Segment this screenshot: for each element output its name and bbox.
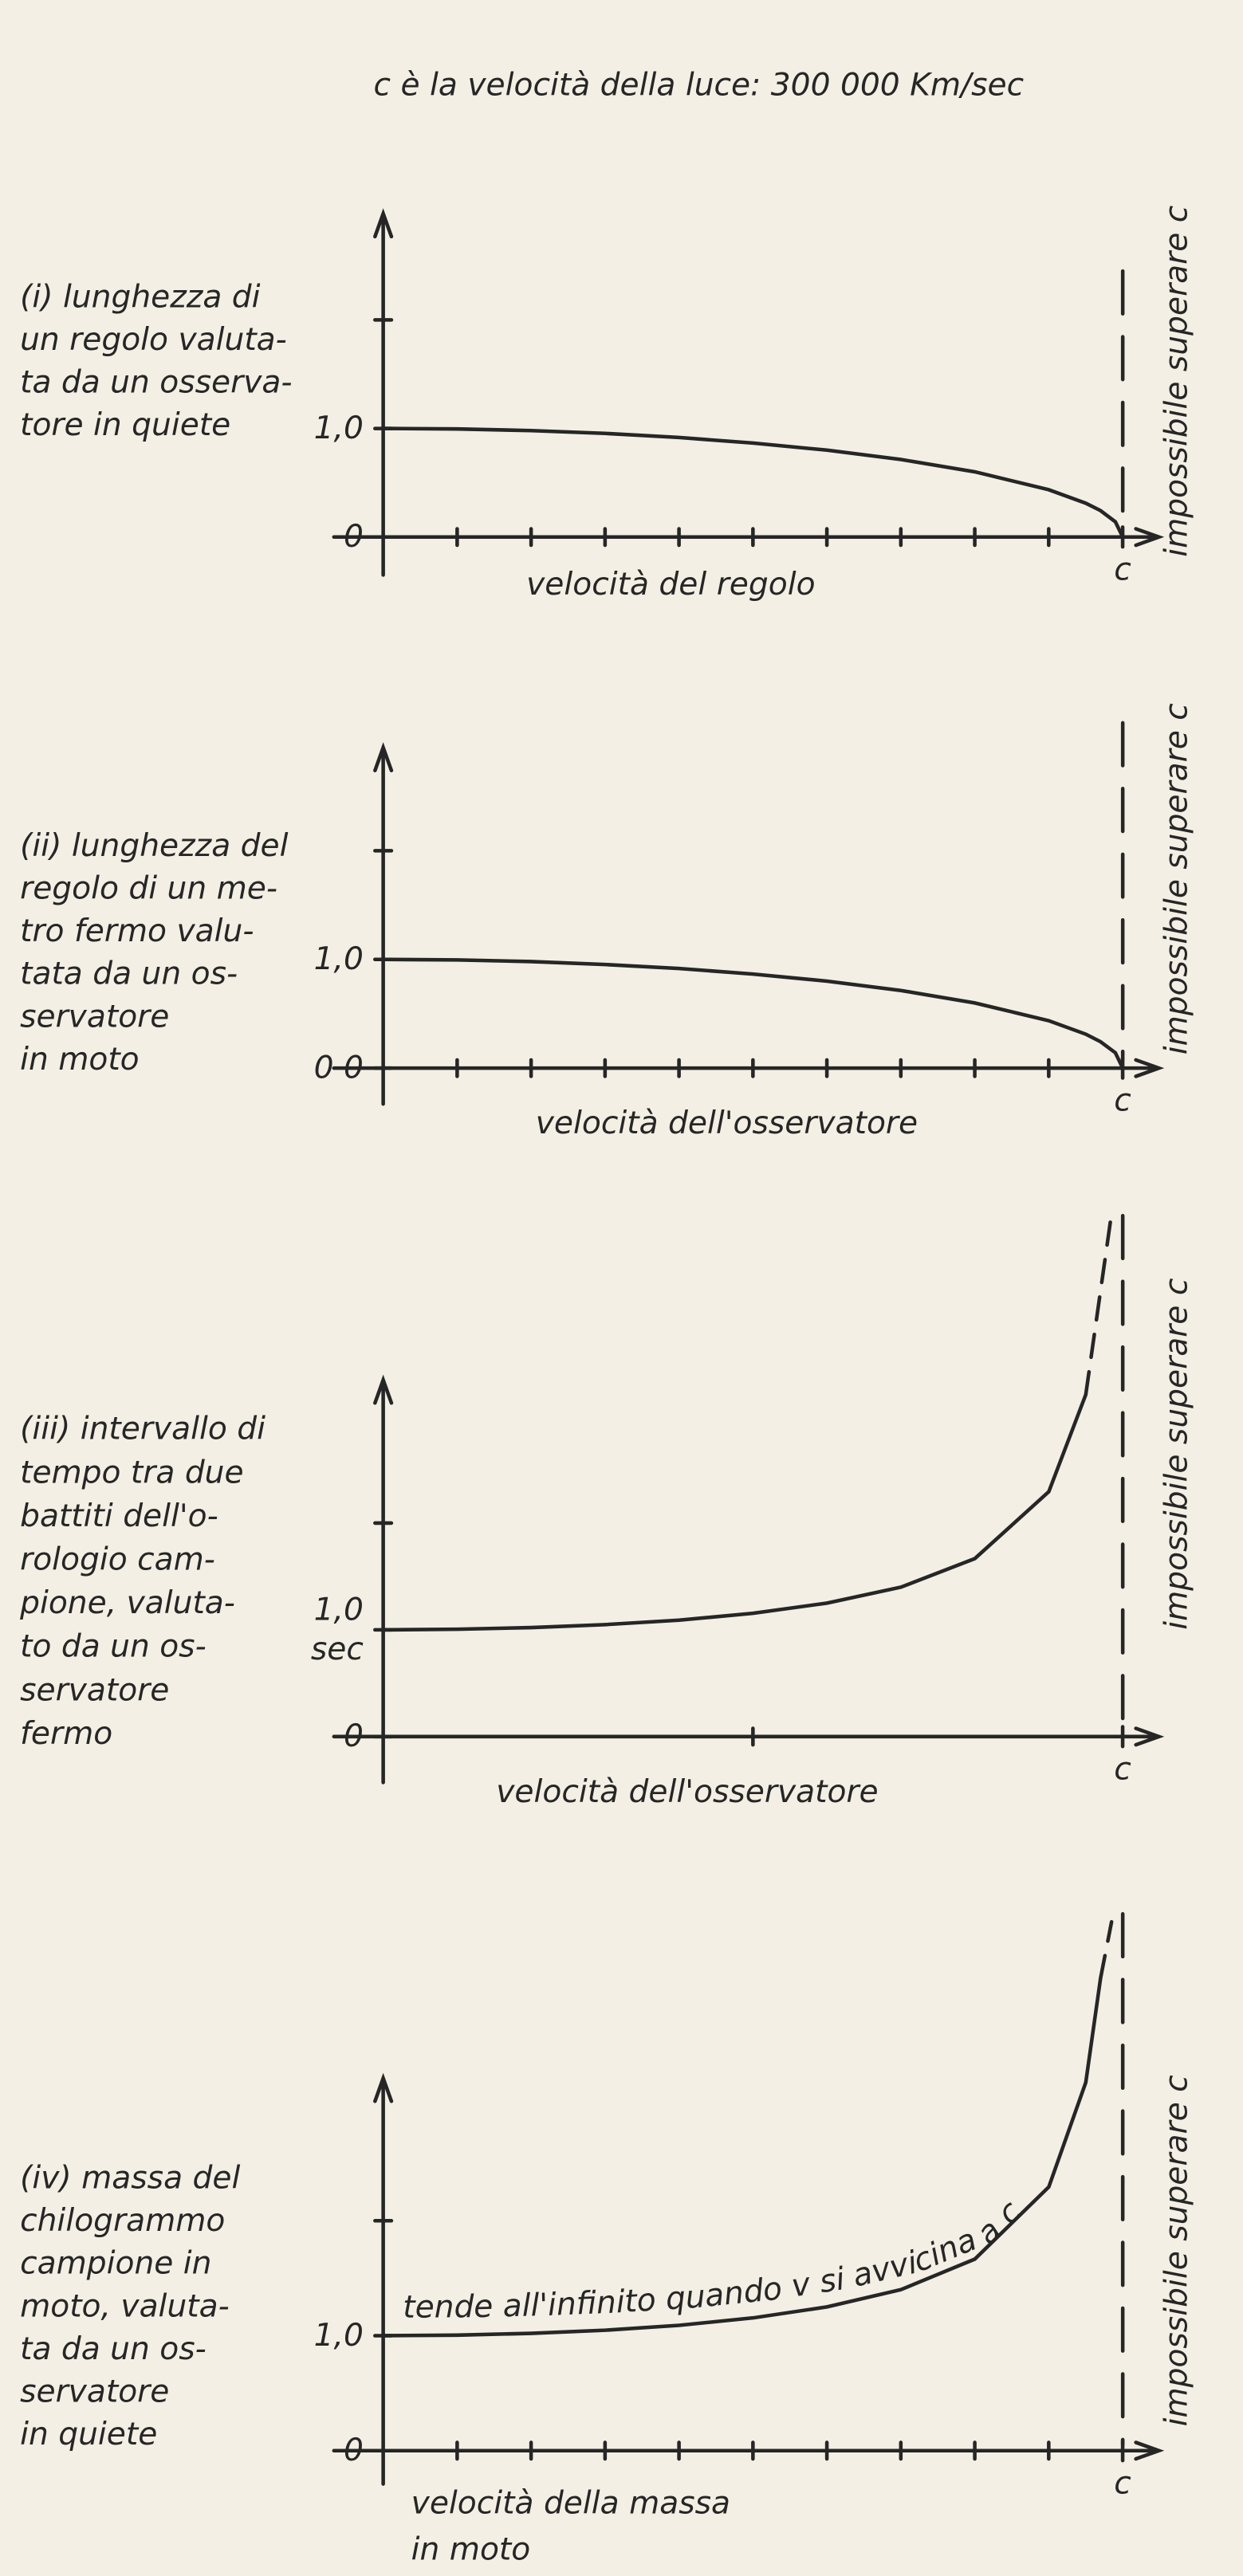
- x-axis: [332, 1058, 1165, 1078]
- side-note: impossibile superare c: [1159, 2075, 1195, 2426]
- figure-title: c è la velocità della luce: 300 000 Km/s…: [374, 68, 1025, 104]
- y-axis: [373, 208, 394, 577]
- curve: [1084, 1211, 1114, 1397]
- x-axis-label: in moto: [411, 2531, 531, 2567]
- x-tick-label: c: [1114, 2465, 1131, 2501]
- side-note: impossibile superare c: [1159, 703, 1195, 1054]
- panel-label: (i) lunghezza di: [20, 279, 261, 315]
- x-tick-label: c: [1114, 1751, 1131, 1787]
- y-tick-label: 1,0: [314, 410, 364, 446]
- y-tick-label: 1,0: [314, 941, 364, 977]
- annotation: tende all'infinito quando v si avvicina …: [403, 2193, 1028, 2325]
- side-note: impossibile superare c: [1159, 1278, 1195, 1630]
- x-axis: [332, 2441, 1165, 2461]
- panel-label: servatore: [20, 2374, 169, 2410]
- curve: [381, 426, 1125, 540]
- panel-label: (iv) massa del: [20, 2161, 240, 2197]
- panel-label: tro fermo valu-: [20, 913, 254, 949]
- panel-label: in quiete: [20, 2417, 157, 2452]
- panel-label: tata da un os-: [20, 956, 238, 992]
- panel-label: moto, valuta-: [20, 2288, 230, 2324]
- x-tick-label: c: [1114, 552, 1131, 587]
- panel-label: (ii) lunghezza del: [20, 828, 289, 864]
- x-axis-label: velocità della massa: [411, 2486, 730, 2522]
- panel-label: campione in: [20, 2246, 211, 2282]
- panel-label: tempo tra due: [20, 1455, 244, 1490]
- x-axis-label: velocità del regolo: [526, 567, 815, 603]
- panel-label: servatore: [20, 1672, 169, 1708]
- y-axis: [373, 1374, 394, 1785]
- curve: [381, 957, 1125, 1070]
- y-axis: [373, 742, 394, 1106]
- panel-label: pione, valuta-: [19, 1585, 235, 1621]
- annotation-text: tende all'infinito quando v si avvicina …: [403, 2193, 1028, 2325]
- y-tick-label: 1,0: [314, 1592, 364, 1628]
- side-note: impossibile superare c: [1159, 206, 1195, 557]
- panel-label: to da un os-: [20, 1629, 207, 1665]
- panel-label: in moto: [20, 1042, 140, 1078]
- x-axis-label: velocità dell'osservatore: [496, 1774, 878, 1810]
- panel-label: servatore: [20, 999, 169, 1035]
- x-axis: [332, 1726, 1165, 1747]
- panel-label: fermo: [20, 1716, 112, 1752]
- panel-label: regolo di un me-: [20, 870, 277, 906]
- y-tick-label: 0: [344, 2433, 364, 2468]
- x-tick-label: c: [1114, 1083, 1131, 1119]
- panel-label: chilogrammo: [20, 2203, 225, 2239]
- panel-label: tore in quiete: [20, 407, 230, 443]
- panel-label: ta da un os-: [20, 2331, 207, 2367]
- x-axis-label: velocità dell'osservatore: [536, 1105, 918, 1141]
- x-axis: [332, 527, 1165, 548]
- y-axis: [373, 2072, 394, 2486]
- panel-label: un regolo valuta-: [20, 322, 287, 358]
- panel-label: (iii) intervallo di: [20, 1412, 266, 1447]
- curve: [381, 1976, 1103, 2338]
- y-tick-label: 1,0: [314, 2318, 364, 2354]
- y-tick-label: 0 0: [314, 1050, 364, 1086]
- panel-label: ta da un osserva-: [20, 365, 292, 401]
- y-unit: sec: [311, 1632, 364, 1667]
- y-tick-label: 0: [344, 1718, 364, 1754]
- curve: [381, 1392, 1088, 1632]
- y-tick-label: 0: [344, 519, 364, 555]
- panel-label: rologio cam-: [20, 1542, 215, 1578]
- panel-label: battiti dell'o-: [20, 1498, 218, 1534]
- curve: [1099, 1919, 1114, 1981]
